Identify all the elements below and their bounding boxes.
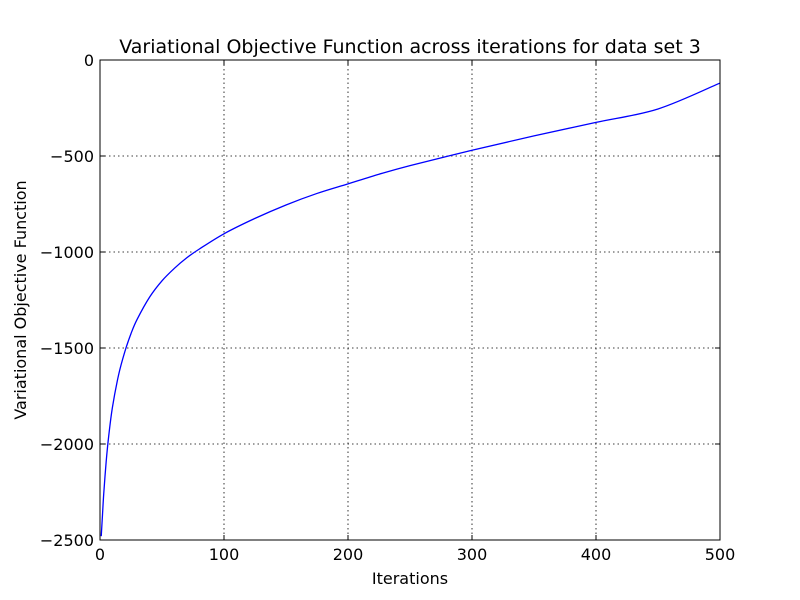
x-tick-label: 0: [95, 545, 105, 564]
axis-ticks: 0 100 200 300 400 500 0 −500 −1000 −1500 −2000 −250…: [40, 51, 735, 564]
grid-lines: [100, 60, 720, 540]
y-axis-label: Variational Objective Function: [11, 180, 30, 419]
y-tick-label: −2500: [40, 531, 94, 550]
x-tick-label: 500: [705, 545, 736, 564]
series-layer: [100, 82, 721, 537]
y-tick-label: −500: [50, 147, 94, 166]
x-tick-label: 400: [581, 545, 612, 564]
y-tick-label: 0: [84, 51, 94, 70]
x-tick-label: 300: [457, 545, 488, 564]
chart-title: Variational Objective Function across it…: [119, 36, 701, 58]
y-tick-label: −1500: [40, 339, 94, 358]
y-tick-label: −1000: [40, 243, 94, 262]
x-axis-label: Iterations: [372, 569, 448, 588]
x-tick-label: 100: [209, 545, 240, 564]
plot-frame: [99, 59, 721, 541]
x-tick-label: 200: [333, 545, 364, 564]
y-tick-label: −2000: [40, 435, 94, 454]
series-line: [100, 82, 721, 537]
